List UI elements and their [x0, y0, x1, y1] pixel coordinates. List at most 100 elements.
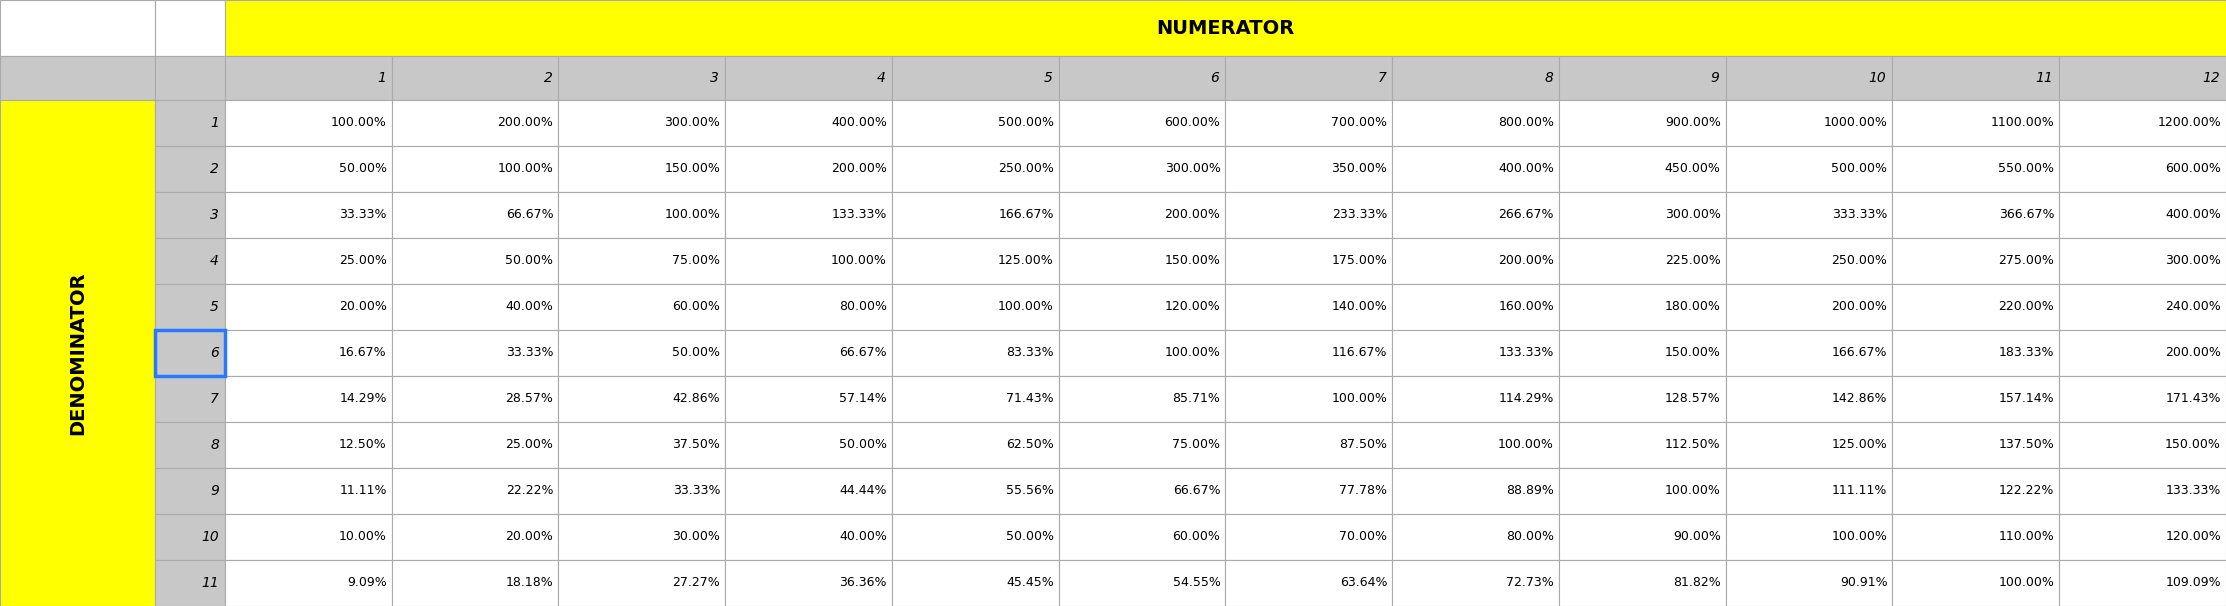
Bar [156, 376, 225, 422]
Text: 77.78%: 77.78% [1340, 485, 1387, 498]
Text: 54.55%: 54.55% [1173, 576, 1220, 590]
Text: 50.00%: 50.00% [839, 439, 886, 451]
Bar [1892, 468, 2059, 514]
Bar [559, 238, 726, 284]
Text: 3: 3 [209, 208, 218, 222]
Bar [1558, 146, 1725, 192]
Bar [225, 192, 392, 238]
Bar [559, 560, 726, 606]
Text: 100.00%: 100.00% [1331, 393, 1387, 405]
Bar [1892, 376, 2059, 422]
Bar [726, 468, 893, 514]
Bar [1725, 330, 1892, 376]
Bar [1892, 100, 2059, 146]
Text: 175.00%: 175.00% [1331, 255, 1387, 267]
Bar [2059, 56, 2226, 100]
Text: 166.67%: 166.67% [997, 208, 1053, 222]
Text: 11: 11 [200, 576, 218, 590]
Bar [1391, 56, 1558, 100]
Text: 60.00%: 60.00% [672, 301, 721, 313]
Text: 20.00%: 20.00% [338, 301, 387, 313]
Bar [893, 56, 1060, 100]
Text: 133.33%: 133.33% [833, 208, 886, 222]
Bar [156, 330, 225, 376]
Text: 100.00%: 100.00% [830, 255, 886, 267]
Text: 60.00%: 60.00% [1173, 530, 1220, 544]
Bar [225, 284, 392, 330]
Text: 80.00%: 80.00% [1507, 530, 1554, 544]
Text: 9: 9 [1712, 71, 1721, 85]
Text: 400.00%: 400.00% [830, 116, 886, 130]
Bar [225, 514, 392, 560]
Bar [726, 284, 893, 330]
Bar [726, 100, 893, 146]
Text: 9.09%: 9.09% [347, 576, 387, 590]
Bar [392, 284, 559, 330]
Text: 33.33%: 33.33% [672, 485, 721, 498]
Bar [1725, 468, 1892, 514]
Bar [893, 146, 1060, 192]
Bar [559, 330, 726, 376]
Text: 225.00%: 225.00% [1665, 255, 1721, 267]
Text: 110.00%: 110.00% [1999, 530, 2055, 544]
Text: 10: 10 [200, 530, 218, 544]
Text: 25.00%: 25.00% [338, 255, 387, 267]
Bar [156, 422, 225, 468]
Bar [1227, 514, 1391, 560]
Bar [1060, 560, 1227, 606]
Bar [156, 560, 225, 606]
Text: 220.00%: 220.00% [1999, 301, 2055, 313]
Bar [726, 192, 893, 238]
Bar [225, 146, 392, 192]
Text: 63.64%: 63.64% [1340, 576, 1387, 590]
Text: 200.00%: 200.00% [1498, 255, 1554, 267]
Bar [392, 146, 559, 192]
Text: 100.00%: 100.00% [1999, 576, 2055, 590]
Bar [1725, 238, 1892, 284]
Bar [893, 560, 1060, 606]
Text: 50.00%: 50.00% [338, 162, 387, 176]
Text: 125.00%: 125.00% [1832, 439, 1888, 451]
Text: 133.33%: 133.33% [1498, 347, 1554, 359]
Bar [559, 192, 726, 238]
Text: 1: 1 [376, 71, 385, 85]
Text: 366.67%: 366.67% [1999, 208, 2055, 222]
Bar [2059, 330, 2226, 376]
Text: 5: 5 [209, 300, 218, 314]
Text: 700.00%: 700.00% [1331, 116, 1387, 130]
Text: 900.00%: 900.00% [1665, 116, 1721, 130]
Bar [1558, 376, 1725, 422]
Text: 100.00%: 100.00% [1665, 485, 1721, 498]
Bar [559, 376, 726, 422]
Bar [1892, 330, 2059, 376]
Text: 233.33%: 233.33% [1331, 208, 1387, 222]
Bar [392, 192, 559, 238]
Text: 71.43%: 71.43% [1006, 393, 1053, 405]
Text: 72.73%: 72.73% [1507, 576, 1554, 590]
Text: 8: 8 [1545, 71, 1554, 85]
Text: 500.00%: 500.00% [997, 116, 1053, 130]
Text: 116.67%: 116.67% [1331, 347, 1387, 359]
Bar [1227, 56, 1391, 100]
Bar [156, 514, 225, 560]
Text: 137.50%: 137.50% [1999, 439, 2055, 451]
Bar [392, 100, 559, 146]
Bar [1060, 330, 1227, 376]
Bar [1725, 100, 1892, 146]
Text: 88.89%: 88.89% [1507, 485, 1554, 498]
Bar [893, 514, 1060, 560]
Text: 180.00%: 180.00% [1665, 301, 1721, 313]
Text: 120.00%: 120.00% [2166, 530, 2222, 544]
Text: 40.00%: 40.00% [839, 530, 886, 544]
Text: 128.57%: 128.57% [1665, 393, 1721, 405]
Bar [1227, 284, 1391, 330]
Text: 600.00%: 600.00% [1164, 116, 1220, 130]
Bar [1060, 468, 1227, 514]
Text: 150.00%: 150.00% [1164, 255, 1220, 267]
Text: 20.00%: 20.00% [505, 530, 554, 544]
Text: 11.11%: 11.11% [338, 485, 387, 498]
Bar [156, 146, 225, 192]
Text: 9: 9 [209, 484, 218, 498]
Bar [2059, 100, 2226, 146]
Bar [1892, 238, 2059, 284]
